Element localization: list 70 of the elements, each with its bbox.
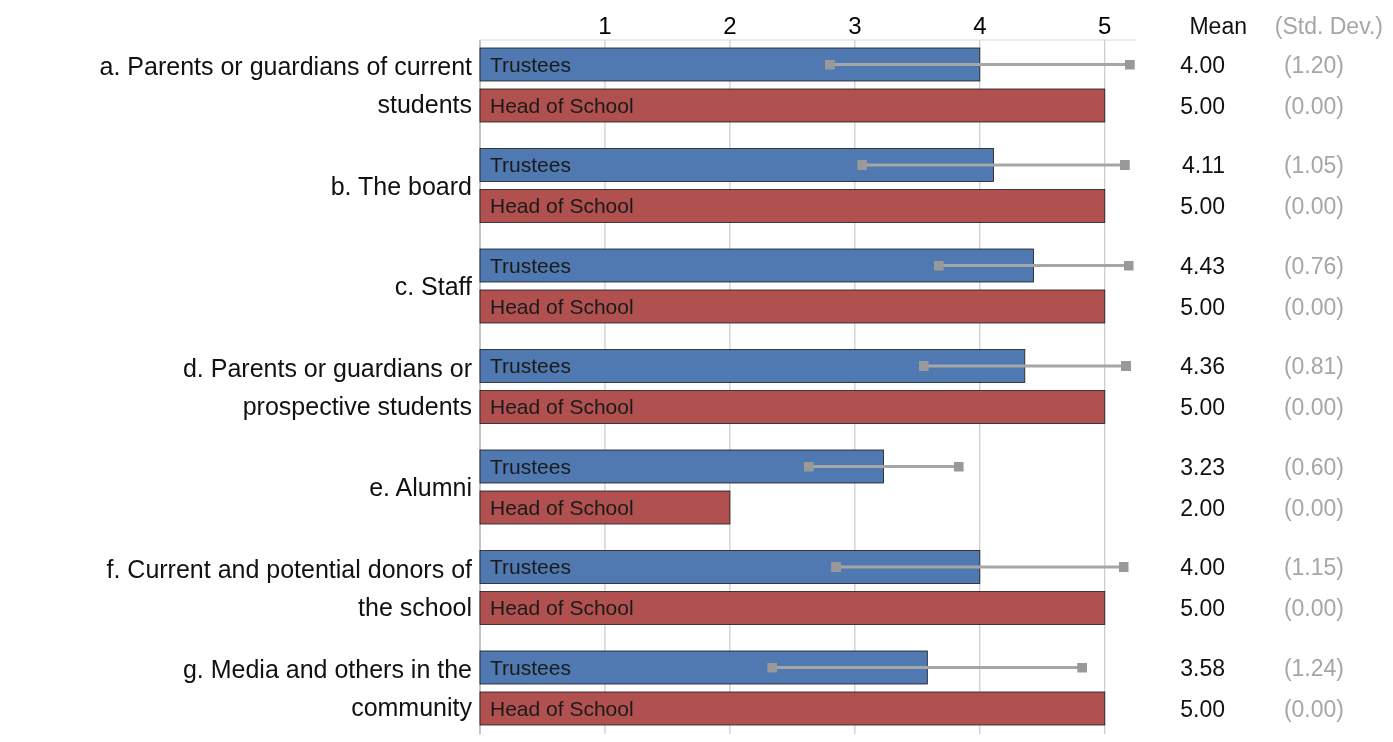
text: (1.20) xyxy=(1283,51,1344,78)
text: 3.58 xyxy=(1180,654,1225,681)
text: Head of School xyxy=(490,495,634,519)
y-tick-label: g. Media and others in the community xyxy=(182,655,473,721)
bar xyxy=(479,289,1106,324)
text: Head of School xyxy=(490,395,634,418)
text: (1.24) xyxy=(1283,654,1344,681)
text: 5.00 xyxy=(1180,595,1225,621)
text: (0.60) xyxy=(1283,453,1344,480)
text: Head of School xyxy=(490,194,634,217)
x-tick-label: 1 xyxy=(598,12,612,39)
text: Mean xyxy=(1189,13,1247,39)
bar xyxy=(479,650,928,685)
text: 5.00 xyxy=(1180,293,1225,320)
text: (Std. Dev.) xyxy=(1274,13,1383,39)
text: 4.11 xyxy=(1181,152,1225,178)
series-label: Head of School xyxy=(490,93,634,117)
text: (0.00) xyxy=(1283,394,1344,420)
text: (0.00) xyxy=(1283,595,1344,621)
text: (1.05) xyxy=(1283,152,1344,178)
y-tick-label: e. Alumni xyxy=(369,473,472,501)
x-tick-label: 3 xyxy=(848,12,862,39)
text: (0.00) xyxy=(1283,193,1344,219)
y-tick-label: f. Current and potential donors of the school xyxy=(106,554,473,621)
bar xyxy=(479,47,981,82)
text: 2.00 xyxy=(1180,494,1225,521)
bar xyxy=(479,88,1106,123)
text: 4.00 xyxy=(1180,554,1225,580)
text: (0.00) xyxy=(1283,494,1344,521)
text: (0.00) xyxy=(1283,293,1344,320)
text: 5.00 xyxy=(1180,695,1225,722)
text: (0.81) xyxy=(1283,353,1344,379)
text: Trustees xyxy=(490,153,571,176)
text: 5.00 xyxy=(1180,394,1225,420)
text: Trustees xyxy=(490,454,571,478)
text: Head of School xyxy=(490,696,634,720)
y-tick-label: d. Parents or guardians or prospective students xyxy=(182,353,472,420)
text: Head of School xyxy=(490,596,634,619)
bar xyxy=(479,550,981,584)
text: Trustees xyxy=(490,655,571,679)
y-tick-label: a. Parents or guardians of current students xyxy=(99,52,473,118)
text: 5.00 xyxy=(1180,193,1225,219)
text: 4.43 xyxy=(1180,252,1225,279)
bar xyxy=(479,591,1106,625)
text: 5.00 xyxy=(1180,92,1225,119)
text: (0.00) xyxy=(1283,92,1344,119)
text: (0.00) xyxy=(1283,695,1344,722)
text: 4.36 xyxy=(1180,353,1225,379)
text: Head of School xyxy=(490,294,634,318)
bar xyxy=(479,148,994,182)
text: (1.15) xyxy=(1283,554,1344,580)
x-tick-label: 5 xyxy=(1098,12,1112,39)
text: 4.00 xyxy=(1180,51,1225,78)
text: (0.76) xyxy=(1283,252,1344,279)
bar xyxy=(479,490,731,525)
series-label: Trustees xyxy=(490,52,571,76)
x-tick-label: 4 xyxy=(973,12,987,39)
x-tick-label: 2 xyxy=(723,12,737,39)
bar xyxy=(479,691,1106,726)
y-tick-label: c. Staff xyxy=(394,272,473,300)
bar xyxy=(479,390,1106,424)
text: Trustees xyxy=(490,253,571,277)
bar xyxy=(479,189,1106,223)
bar xyxy=(479,349,1026,383)
bar xyxy=(479,248,1034,283)
y-tick-label: b. The board xyxy=(330,171,472,200)
text: Trustees xyxy=(490,354,571,377)
bar xyxy=(479,449,884,484)
text: 3.23 xyxy=(1180,453,1225,480)
text: Trustees xyxy=(490,555,571,578)
